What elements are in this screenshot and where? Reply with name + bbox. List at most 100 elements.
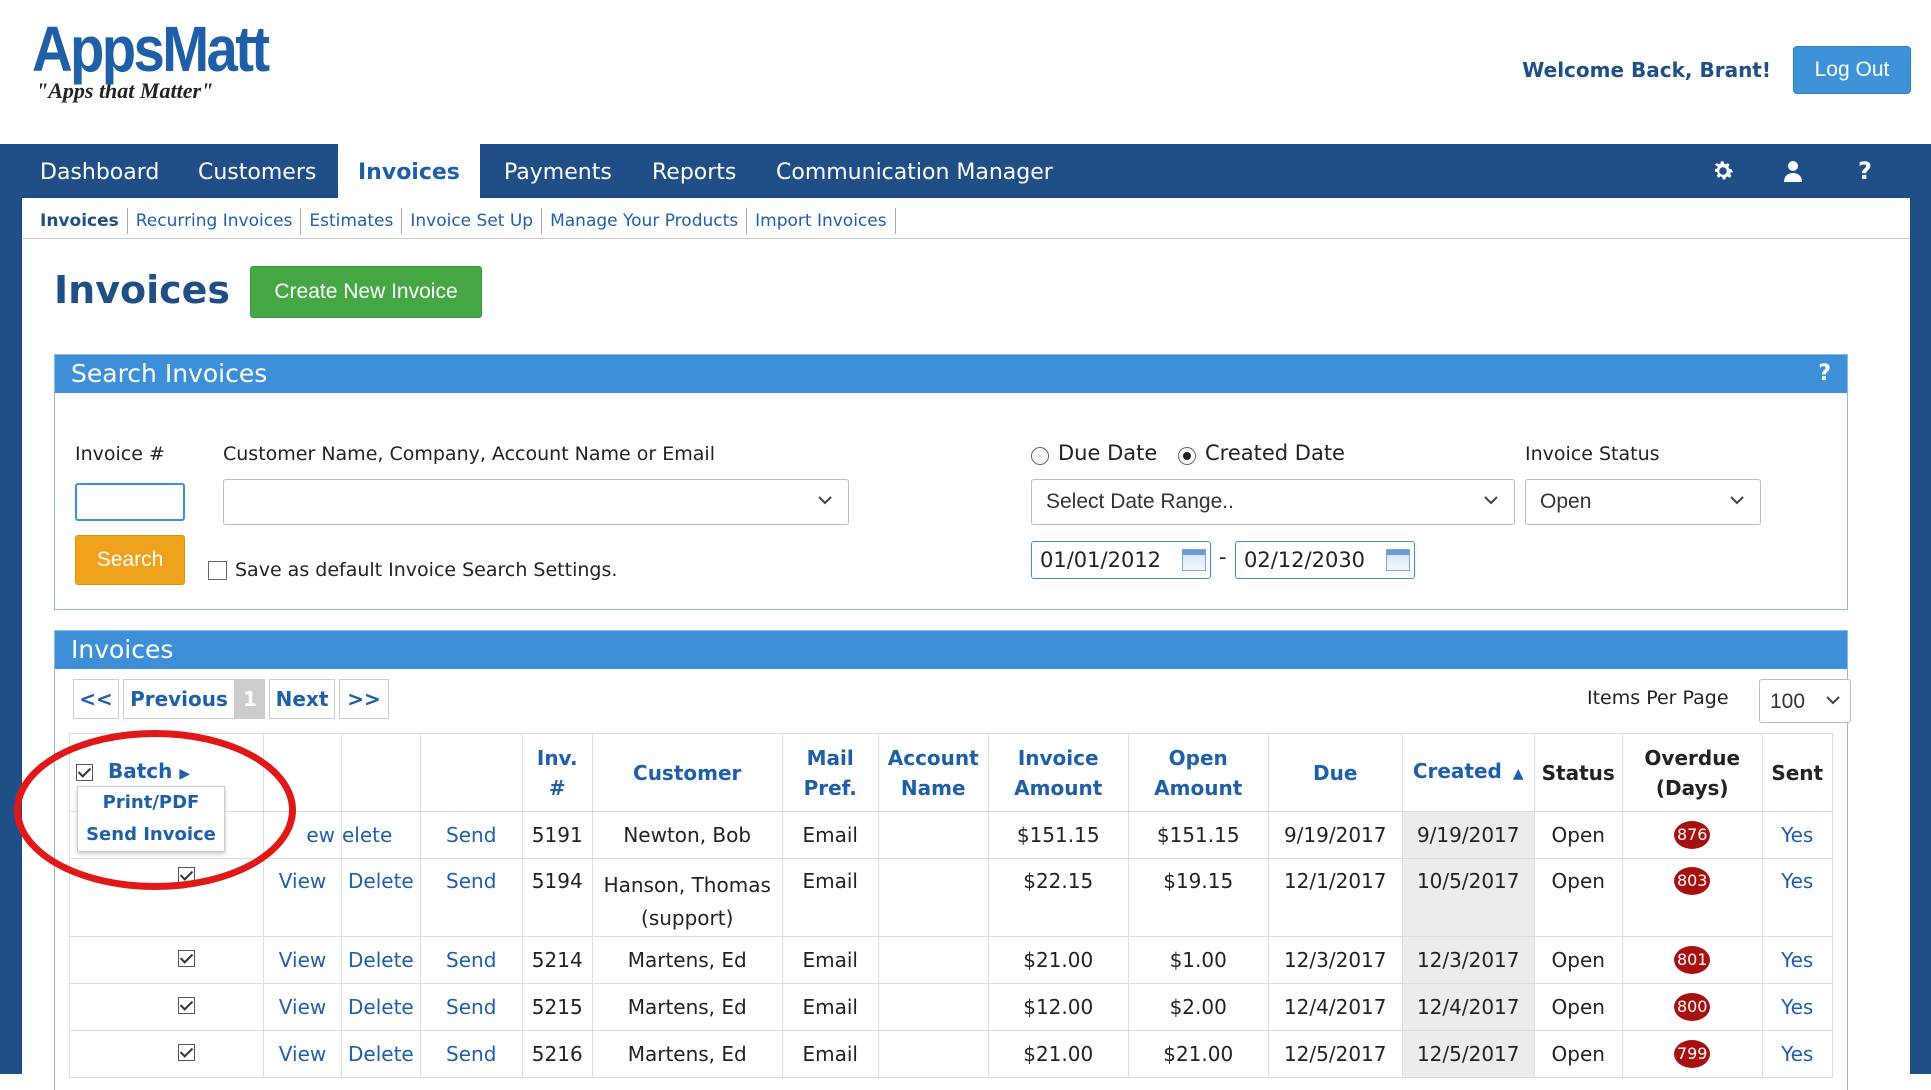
delete-link[interactable]: Delete <box>341 983 421 1031</box>
date-to-input[interactable]: 02/12/2030 <box>1235 541 1415 579</box>
pager-last[interactable]: >> <box>339 679 389 719</box>
nav-dashboard[interactable]: Dashboard <box>40 160 160 185</box>
due-cell: 12/5/2017 <box>1267 1030 1403 1078</box>
view-link[interactable]: View <box>263 858 342 937</box>
overdue-line1: Overdue <box>1644 745 1741 770</box>
delete-link[interactable]: elete <box>341 811 421 859</box>
sent-link[interactable]: Yes <box>1761 858 1833 937</box>
subnav-estimates[interactable]: Estimates <box>301 208 403 234</box>
user-icon[interactable] <box>1778 156 1808 186</box>
account-header-line2: Name <box>900 775 966 800</box>
date-separator: - <box>1219 545 1227 569</box>
delete-link[interactable]: Delete <box>341 936 421 984</box>
due-cell: 12/4/2017 <box>1267 983 1403 1031</box>
send-link[interactable]: Send <box>419 983 523 1031</box>
created-date-radio[interactable] <box>1178 447 1196 465</box>
created-cell: 12/3/2017 <box>1401 936 1535 984</box>
help-icon[interactable]: ? <box>1858 157 1872 185</box>
date-to-value: 02/12/2030 <box>1244 548 1366 572</box>
due-cell: 12/3/2017 <box>1267 936 1403 984</box>
save-default-checkbox[interactable] <box>208 561 227 580</box>
items-per-page-select[interactable]: 100 <box>1759 679 1851 723</box>
due-date-radio[interactable] <box>1031 447 1049 465</box>
view-link[interactable]: View <box>263 936 342 984</box>
status-cell: Open <box>1533 858 1623 937</box>
date-from-input[interactable]: 01/01/2012 <box>1031 541 1211 579</box>
customer-header[interactable]: Customer <box>591 733 783 812</box>
inv-number-header[interactable]: Inv. # <box>521 733 593 812</box>
date-range-select[interactable]: Select Date Range.. <box>1031 479 1515 525</box>
sub-nav: Invoices Recurring Invoices Estimates In… <box>32 206 896 236</box>
due-cell: 12/1/2017 <box>1267 858 1403 937</box>
customer-select[interactable] <box>223 479 849 525</box>
invoice-amount-header[interactable]: Invoice Amount <box>987 733 1129 812</box>
due-date-label: Due Date <box>1058 441 1158 465</box>
send-link[interactable]: Send <box>419 1030 523 1078</box>
appsmatt-logo[interactable]: AppsMatt "Apps that Matter" <box>32 14 300 104</box>
overdue-cell: 876 <box>1621 811 1763 859</box>
due-header[interactable]: Due <box>1267 733 1403 812</box>
nav-payments[interactable]: Payments <box>504 160 612 185</box>
send-link[interactable]: Send <box>419 811 523 859</box>
inv-number-cell: 5216 <box>521 1030 593 1078</box>
account-name-cell <box>877 983 989 1031</box>
status-cell: Open <box>1533 1030 1623 1078</box>
subnav-invoice-set-up[interactable]: Invoice Set Up <box>402 208 543 234</box>
mail-pref-cell: Email <box>781 1030 879 1078</box>
help-icon[interactable]: ? <box>1818 361 1831 386</box>
view-link[interactable]: View <box>263 1030 342 1078</box>
delete-link[interactable]: Delete <box>341 858 421 937</box>
create-new-invoice-button[interactable]: Create New Invoice <box>250 266 482 318</box>
action-col-print <box>419 733 523 812</box>
row-checkbox[interactable] <box>178 997 195 1014</box>
status-header: Status <box>1533 733 1623 812</box>
subnav-import-invoices[interactable]: Import Invoices <box>747 208 896 234</box>
nav-customers[interactable]: Customers <box>198 160 317 185</box>
overdue-cell: 800 <box>1621 983 1763 1031</box>
pager-next[interactable]: Next <box>269 679 335 719</box>
send-link[interactable]: Send <box>419 936 523 984</box>
nav-invoices[interactable]: Invoices <box>338 144 480 198</box>
invoice-amount-cell: $21.00 <box>987 936 1129 984</box>
logout-button[interactable]: Log Out <box>1793 46 1911 94</box>
invoice-number-input[interactable] <box>75 483 185 521</box>
row-select-cell <box>69 1030 264 1078</box>
send-link[interactable]: Send <box>419 858 523 937</box>
row-checkbox[interactable] <box>178 950 195 967</box>
created-header[interactable]: Created ▲ <box>1401 733 1535 812</box>
search-button[interactable]: Search <box>75 535 185 585</box>
created-cell: 9/19/2017 <box>1401 811 1535 859</box>
sent-header: Sent <box>1761 733 1833 812</box>
pager-first[interactable]: << <box>73 679 119 719</box>
calendar-icon[interactable] <box>1182 549 1206 571</box>
subnav-invoices[interactable]: Invoices <box>32 208 128 234</box>
gear-icon[interactable] <box>1708 156 1738 186</box>
nav-reports[interactable]: Reports <box>652 160 737 185</box>
nav-communication-manager[interactable]: Communication Manager <box>776 160 1053 185</box>
mail-pref-cell: Email <box>781 936 879 984</box>
mail-pref-cell: Email <box>781 811 879 859</box>
invoice-status-select[interactable]: Open <box>1525 479 1761 525</box>
open-amount-cell: $1.00 <box>1127 936 1269 984</box>
invoice-amount-line1: Invoice <box>1017 745 1099 770</box>
inv-header-line1: Inv. <box>536 745 578 770</box>
sent-link[interactable]: Yes <box>1761 1030 1833 1078</box>
inv-header-line2: # <box>548 775 566 800</box>
sent-link[interactable]: Yes <box>1761 983 1833 1031</box>
overdue-cell: 799 <box>1621 1030 1763 1078</box>
delete-link[interactable]: Delete <box>341 1030 421 1078</box>
sent-link[interactable]: Yes <box>1761 936 1833 984</box>
inv-number-cell: 5194 <box>521 858 593 937</box>
mail-pref-header[interactable]: Mail Pref. <box>781 733 879 812</box>
sent-link[interactable]: Yes <box>1761 811 1833 859</box>
row-checkbox[interactable] <box>178 1044 195 1061</box>
subnav-recurring-invoices[interactable]: Recurring Invoices <box>128 208 302 234</box>
open-amount-header[interactable]: Open Amount <box>1127 733 1269 812</box>
calendar-icon[interactable] <box>1386 549 1410 571</box>
view-link[interactable]: View <box>263 983 342 1031</box>
invoice-number-label: Invoice # <box>75 443 165 465</box>
subnav-manage-your-products[interactable]: Manage Your Products <box>542 208 748 234</box>
account-name-header[interactable]: Account Name <box>877 733 989 812</box>
pager-previous[interactable]: Previous <box>123 679 235 719</box>
created-header-label: Created <box>1412 759 1502 783</box>
